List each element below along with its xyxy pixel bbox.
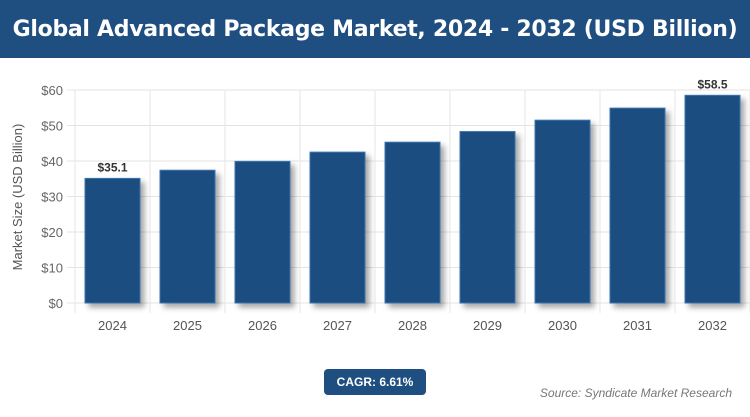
y-tick-label: $30 — [41, 190, 63, 205]
y-tick-label: $50 — [41, 119, 63, 134]
chart-title: Global Advanced Package Market, 2024 - 2… — [0, 0, 750, 58]
x-tick-label: 2026 — [248, 318, 277, 333]
y-tick-label: $40 — [41, 154, 63, 169]
bar-2025 — [159, 169, 216, 304]
bar-2024 — [84, 177, 141, 304]
data-label: $58.5 — [697, 77, 727, 91]
x-tick-label: 2032 — [698, 318, 727, 333]
x-tick-label: 2030 — [548, 318, 577, 333]
bar-2030 — [534, 119, 591, 304]
bar-2027 — [309, 151, 366, 304]
bar-2032 — [684, 94, 741, 304]
x-tick-label: 2025 — [173, 318, 202, 333]
bar-2029 — [459, 131, 516, 304]
y-axis-label: Market Size (USD Billion) — [10, 124, 25, 271]
x-tick-label: 2027 — [323, 318, 352, 333]
bar-2031 — [609, 107, 666, 304]
x-tick-label: 2029 — [473, 318, 502, 333]
y-tick-label: $0 — [49, 296, 63, 311]
cagr-badge: CAGR: 6.61% — [324, 369, 426, 395]
x-tick-label: 2031 — [623, 318, 652, 333]
source-note: Source: Syndicate Market Research — [539, 386, 732, 400]
y-tick-label: $60 — [41, 83, 63, 98]
y-tick-label: $10 — [41, 261, 63, 276]
x-tick-label: 2028 — [398, 318, 427, 333]
bar-2026 — [234, 160, 291, 304]
bar-2028 — [384, 141, 441, 304]
y-tick-label: $20 — [41, 225, 63, 240]
data-label: $35.1 — [97, 160, 127, 174]
x-tick-label: 2024 — [98, 318, 127, 333]
